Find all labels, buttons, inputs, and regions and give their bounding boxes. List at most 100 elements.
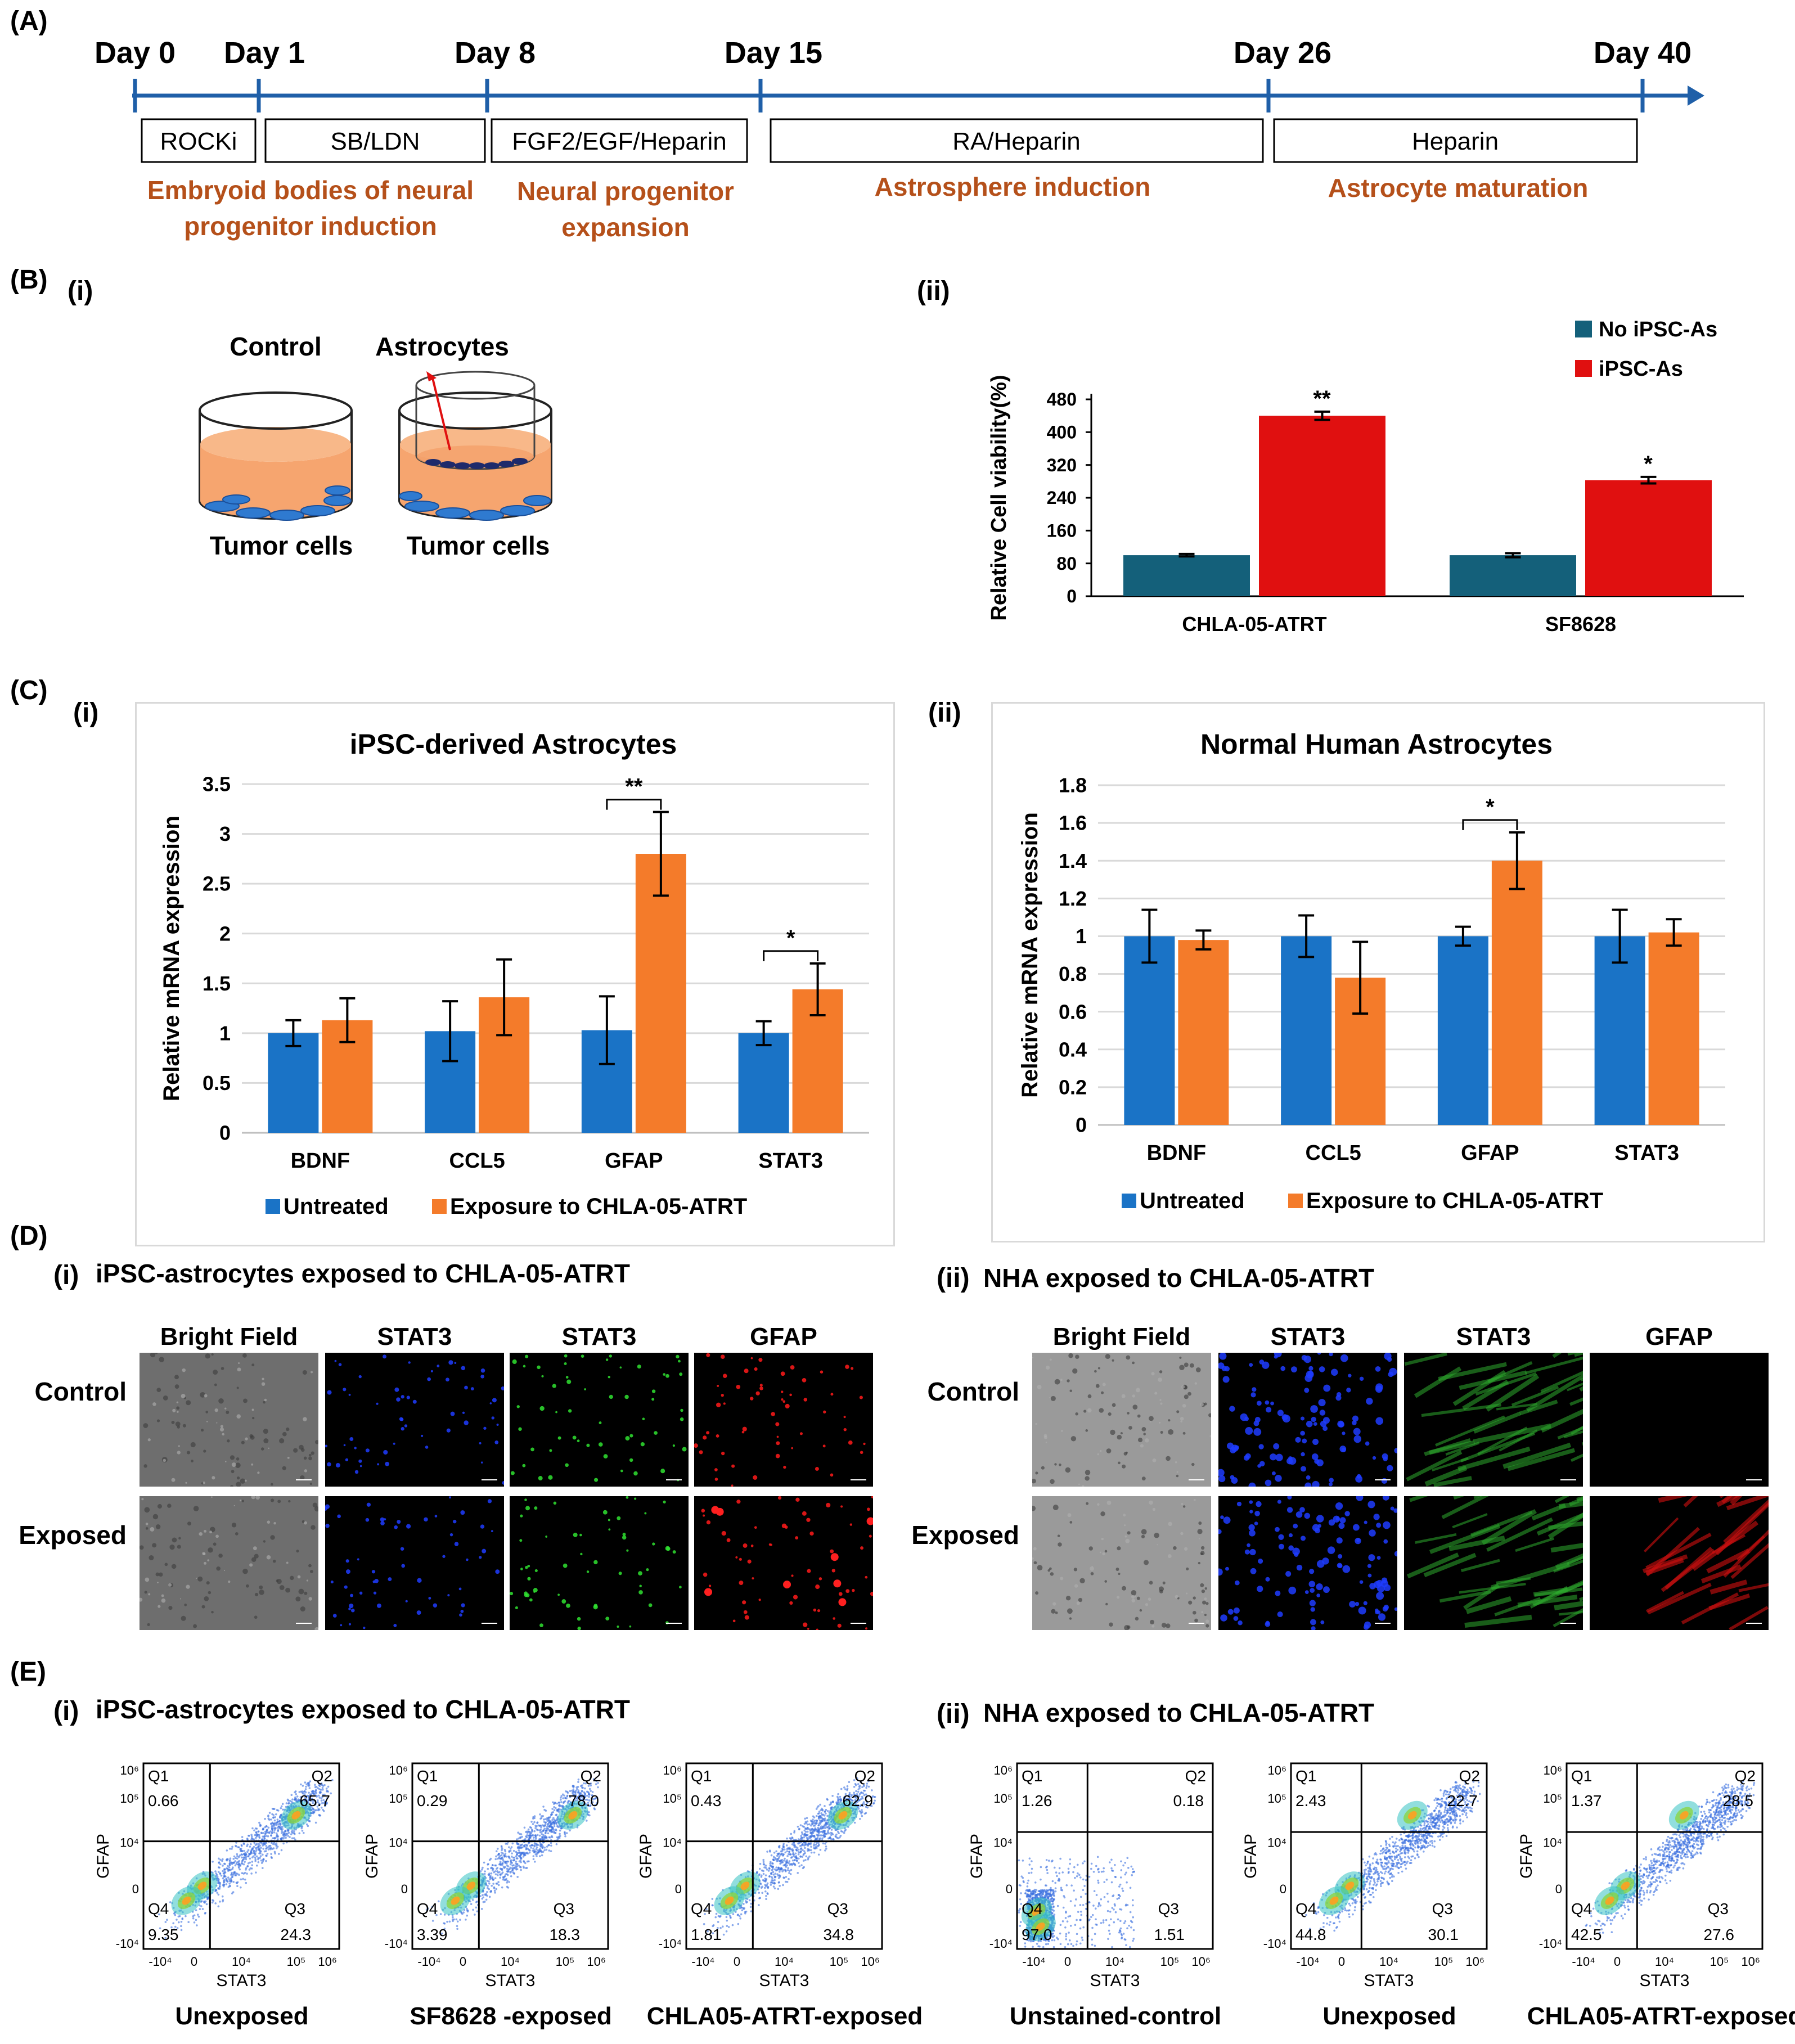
flow-event [304,1791,307,1794]
flow-event [1027,1879,1029,1882]
flow-event [1042,1890,1045,1893]
flow-event [552,1811,555,1813]
flow-event [455,1918,458,1921]
flow-event [523,1866,525,1869]
flow-event [1024,1892,1027,1894]
flow-event [1120,1860,1122,1863]
flow-event [236,1857,239,1860]
flow-event [546,1825,548,1827]
flow-event [837,1837,840,1840]
flow-event [583,1792,586,1795]
flow-event [1129,1911,1132,1914]
flow-event [494,1877,497,1879]
flow-event [1031,1867,1033,1870]
flow-event [1126,1857,1129,1859]
flow-event [824,1810,826,1813]
flow-event [222,1877,224,1880]
bar [635,854,686,1133]
flow-event [1076,1940,1078,1943]
flow-event [822,1830,825,1832]
flow-event [280,1828,282,1830]
flow-event [804,1827,807,1830]
flow-tick-label: -10⁴ [417,1955,440,1969]
flow-event [762,1861,765,1863]
flow-event [466,1914,469,1917]
flow-event [309,1800,312,1802]
flow-event [817,1833,820,1835]
flow-event [1072,1871,1074,1874]
flow-event [869,1804,871,1807]
flow-event [519,1847,521,1849]
flow-event [496,1883,498,1885]
flow-event [255,1849,258,1851]
flow-event [841,1830,844,1833]
flow-event [865,1806,867,1808]
flow-event [295,1793,298,1795]
flow-event [782,1854,784,1857]
flow-event [787,1847,789,1849]
flow-event [1109,1861,1111,1863]
flow-event [1132,1939,1134,1942]
flow-event [1118,1894,1121,1896]
flow-event [731,1924,734,1926]
flow-event [542,1834,545,1836]
flow-event [759,1897,762,1899]
micro-column-label: STAT3 [561,1323,637,1350]
flow-event [803,1866,806,1869]
flow-event [1074,1924,1077,1926]
flow-event [283,1832,286,1835]
flow-event [1076,1933,1078,1935]
flow-event [466,1910,469,1913]
flow-tick-label: 10⁶ [389,1763,408,1777]
flow-event [245,1853,248,1856]
flow-event [794,1863,797,1866]
significance-mark: * [1486,795,1495,820]
flow-event [790,1838,792,1840]
flow-event [1046,1897,1049,1899]
flow-event [231,1848,233,1850]
flow-event [1018,1884,1021,1887]
flow-event [1040,1878,1042,1881]
flow-event [813,1816,816,1818]
flow-event [275,1821,278,1824]
flow-event [267,1814,269,1817]
flow-event [788,1853,790,1856]
flow-event [797,1842,799,1845]
flow-event [263,1838,266,1840]
flow-event [491,1864,494,1866]
flow-event [1131,1868,1134,1870]
flow-event [313,1803,316,1806]
flow-event [859,1805,862,1807]
flow-event [577,1781,579,1783]
flow-event [548,1849,551,1852]
flow-event [715,1912,718,1915]
x-category-label: STAT3 [1614,1141,1679,1165]
micro-column-label: Bright Field [1052,1323,1191,1350]
y-tick-label: 240 [1047,488,1077,508]
flow-event [1032,1946,1034,1948]
flow-event [743,1908,745,1910]
flow-event [323,1793,326,1796]
flow-event [276,1834,278,1836]
flow-event [825,1812,827,1815]
flow-event [857,1783,860,1785]
flow-event [257,1857,259,1860]
flow-event [1045,1894,1047,1897]
flow-event [807,1858,809,1861]
flow-event [530,1847,532,1849]
flow-event [321,1784,323,1786]
flow-event [830,1801,832,1804]
flow-event [726,1919,728,1922]
flow-event [1028,1872,1031,1874]
flow-event [521,1835,523,1838]
flow-event [819,1821,821,1824]
panel-label-b: (B) [10,265,48,295]
flow-event [235,1874,237,1876]
flow-event [577,1779,580,1781]
flow-event [492,1879,494,1881]
flow-event [1018,1859,1020,1862]
flow-event [1046,1872,1049,1874]
flow-event [1026,1939,1029,1941]
flow-event [490,1872,493,1875]
flow-event [327,1790,330,1793]
